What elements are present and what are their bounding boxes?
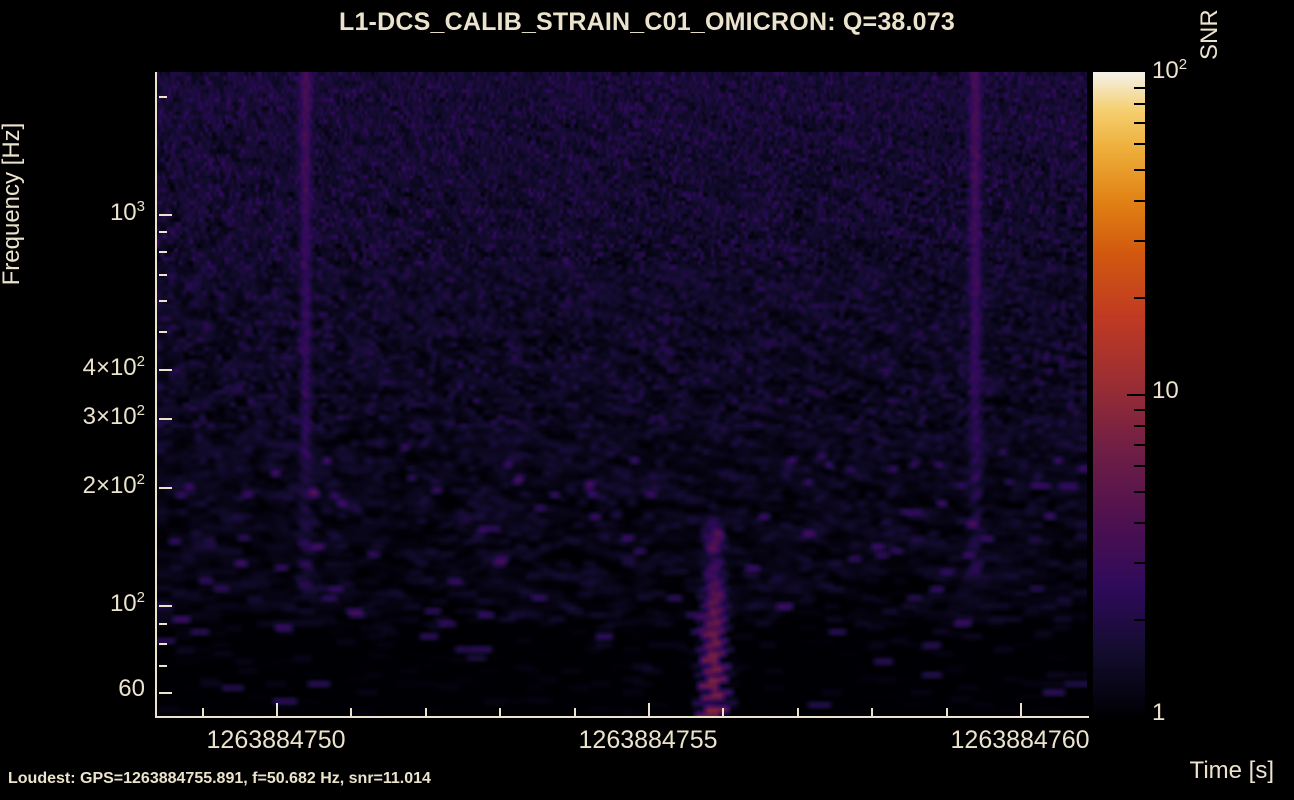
y-tick-minor: [159, 95, 167, 98]
x-tick-minor: [201, 708, 204, 716]
colorbar-tick-minor: [1134, 408, 1145, 411]
colorbar-tick-minor: [1134, 562, 1145, 565]
y-tick-major: [159, 213, 172, 216]
x-tick-minor: [945, 708, 948, 716]
y-tick-label: 4×102: [82, 353, 145, 382]
x-tick-major: [648, 703, 651, 716]
colorbar-tick-label: 10: [1152, 377, 1179, 404]
x-tick-label: 1263884750: [206, 726, 346, 754]
y-tick-major: [159, 604, 172, 607]
colorbar-tick-major: [1127, 394, 1145, 396]
y-tick-minor: [159, 231, 167, 234]
x-tick-minor: [499, 708, 502, 716]
colorbar-tick-minor: [1134, 425, 1145, 428]
colorbar-tick-minor: [1134, 240, 1145, 243]
y-tick-label: 2×102: [82, 471, 145, 500]
y-tick-minor: [159, 300, 167, 303]
colorbar-tick-minor: [1134, 86, 1145, 89]
y-tick-major: [159, 369, 172, 372]
y-tick-label: 3×102: [82, 402, 145, 431]
y-tick-label: 102: [109, 588, 145, 617]
x-tick-minor: [350, 708, 353, 716]
x-tick-minor: [796, 708, 799, 716]
colorbar-tick-minor: [1134, 297, 1145, 300]
colorbar-tick-minor: [1134, 168, 1145, 171]
x-tick-label: 1263884755: [578, 726, 718, 754]
y-axis-title: Frequency [Hz]: [0, 122, 25, 286]
x-axis-title: Time [s]: [1189, 757, 1274, 784]
loudest-event-caption: Loudest: GPS=1263884755.891, f=50.682 Hz…: [8, 770, 431, 787]
y-tick-label: 60: [118, 674, 145, 702]
y-tick-minor: [159, 274, 167, 277]
spectrogram-image: [157, 72, 1087, 716]
y-tick-minor: [159, 251, 167, 254]
colorbar-tick-label: 102: [1152, 56, 1188, 84]
y-tick-minor: [159, 622, 167, 625]
colorbar-title: SNR: [1196, 9, 1223, 60]
y-tick-minor: [159, 665, 167, 668]
x-axis-line: [155, 716, 1089, 718]
y-tick-major: [159, 487, 172, 490]
x-tick-minor: [573, 708, 576, 716]
x-tick-minor: [722, 708, 725, 716]
y-tick-minor: [159, 642, 167, 645]
y-axis-line: [155, 72, 157, 718]
y-tick-major: [159, 418, 172, 421]
colorbar-tick-minor: [1134, 619, 1145, 622]
y-tick-minor: [159, 331, 167, 334]
x-tick-label: 1263884760: [950, 726, 1090, 754]
y-tick-label: 103: [109, 197, 145, 226]
colorbar-tick-label: 1: [1152, 699, 1166, 726]
colorbar-tick-minor: [1134, 443, 1145, 446]
x-tick-minor: [871, 708, 874, 716]
x-tick-major: [276, 703, 279, 716]
colorbar-tick-minor: [1134, 200, 1145, 203]
y-tick-major: [159, 691, 172, 694]
colorbar-tick-minor: [1134, 103, 1145, 106]
x-tick-minor: [424, 708, 427, 716]
colorbar-tick-minor: [1134, 121, 1145, 124]
colorbar-tick-minor: [1134, 143, 1145, 146]
colorbar-tick-minor: [1134, 490, 1145, 493]
colorbar-tick-minor: [1134, 522, 1145, 525]
x-tick-major: [1020, 703, 1023, 716]
page-title: L1-DCS_CALIB_STRAIN_C01_OMICRON: Q=38.07…: [338, 8, 955, 36]
colorbar-tick-minor: [1134, 465, 1145, 468]
spectrogram-plot[interactable]: [157, 72, 1087, 716]
